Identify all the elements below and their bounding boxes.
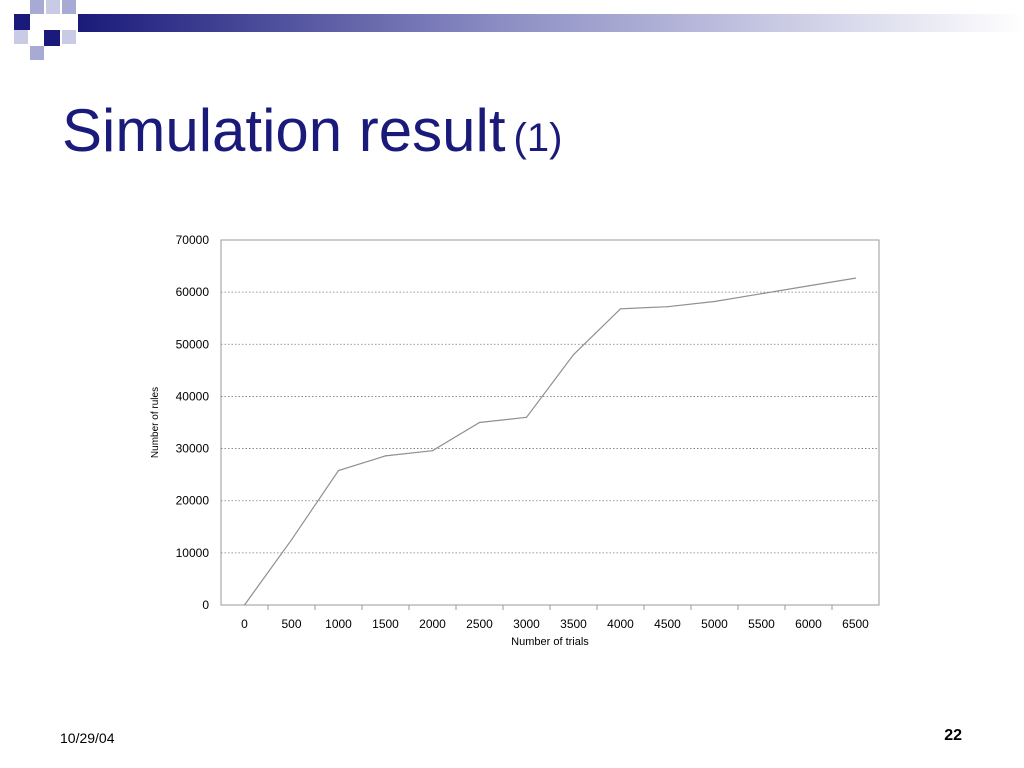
data-point <box>666 306 669 308</box>
data-point <box>713 300 716 303</box>
x-axis-label: Number of trials <box>511 636 589 648</box>
y-tick-label: 10000 <box>176 546 210 560</box>
page-number: 22 <box>944 727 962 744</box>
data-point <box>431 450 434 452</box>
y-tick-label: 70000 <box>176 233 210 247</box>
y-axis-label: Number of rules <box>150 387 161 458</box>
data-point <box>619 308 622 310</box>
data-point <box>478 421 481 424</box>
y-tick-label: 40000 <box>176 389 210 403</box>
footer-date: 10/29/04 <box>60 730 115 746</box>
x-tick-label: 5000 <box>701 617 728 631</box>
x-tick-label: 2000 <box>419 617 446 631</box>
title-text: Simulation result <box>62 97 506 164</box>
y-tick-label: 20000 <box>176 494 210 508</box>
y-tick-label: 30000 <box>176 442 210 456</box>
x-tick-label: 2500 <box>466 617 493 631</box>
x-tick-label: 0 <box>241 617 248 631</box>
x-tick-label: 6500 <box>842 617 869 631</box>
title-suffix: (1) <box>513 116 563 160</box>
data-point <box>807 285 810 287</box>
title-decoration <box>14 0 1024 60</box>
x-tick-label: 1500 <box>372 617 399 631</box>
data-point <box>337 469 340 472</box>
deco-square <box>46 0 60 14</box>
deco-square <box>14 14 30 30</box>
data-point <box>243 604 246 606</box>
deco-square <box>62 0 76 14</box>
x-tick-label: 1000 <box>325 617 352 631</box>
deco-square <box>14 30 28 44</box>
x-tick-label: 6000 <box>795 617 822 631</box>
data-point <box>525 416 528 418</box>
data-point <box>384 455 387 457</box>
data-point <box>854 277 857 279</box>
data-point <box>572 354 575 356</box>
deco-square <box>62 30 76 44</box>
data-point <box>760 293 763 295</box>
x-tick-label: 3000 <box>513 617 540 631</box>
plot-area <box>220 239 880 606</box>
line-chart: 0 10000 20000 30000 40000 50000 60000 70000 0 500… <box>150 233 880 648</box>
series-line <box>244 277 856 606</box>
x-tick-label: 4500 <box>654 617 681 631</box>
x-tick-label: 5500 <box>748 617 775 631</box>
deco-square <box>44 30 60 46</box>
y-tick-label: 50000 <box>176 337 210 351</box>
x-tick-label: 500 <box>281 617 301 631</box>
x-tick-label: 3500 <box>560 617 587 631</box>
y-tick-label: 0 <box>202 598 209 612</box>
deco-square <box>30 0 44 14</box>
page-title: Simulation result (1) <box>62 96 562 165</box>
deco-square <box>30 46 44 60</box>
x-tick-label: 4000 <box>607 617 634 631</box>
data-point <box>290 539 293 541</box>
y-tick-label: 60000 <box>176 285 210 299</box>
deco-gradient-bar <box>78 14 1024 32</box>
